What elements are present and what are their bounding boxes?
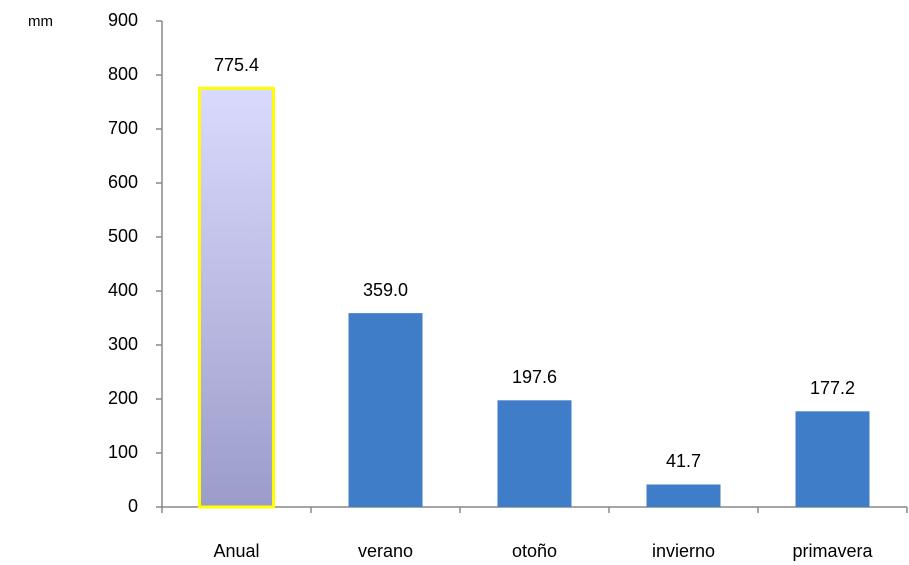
y-tick-label: 300: [108, 334, 138, 354]
bar: [646, 484, 721, 507]
value-label: 41.7: [666, 451, 701, 471]
y-tick-label: 100: [108, 442, 138, 462]
y-axis-label: mm: [28, 13, 53, 30]
value-label: 177.2: [810, 378, 855, 398]
y-tick-label: 500: [108, 226, 138, 246]
x-tick-label: primavera: [792, 541, 873, 561]
value-label: 197.6: [512, 367, 557, 387]
value-label: 359.0: [363, 280, 408, 300]
x-tick-label: otoño: [512, 541, 557, 561]
bar: [198, 86, 275, 509]
value-label: 775.4: [214, 55, 259, 75]
y-tick-label: 800: [108, 64, 138, 84]
y-tick-label: 600: [108, 172, 138, 192]
x-tick-label: verano: [358, 541, 413, 561]
y-tick-label: 900: [108, 10, 138, 30]
x-tick-label: Anual: [213, 541, 259, 561]
bar: [795, 411, 870, 507]
y-tick-label: 0: [128, 496, 138, 516]
y-tick-label: 200: [108, 388, 138, 408]
x-tick-label: invierno: [652, 541, 715, 561]
bar: [348, 313, 423, 507]
y-tick-label: 400: [108, 280, 138, 300]
bar: [497, 400, 572, 507]
y-tick-label: 700: [108, 118, 138, 138]
